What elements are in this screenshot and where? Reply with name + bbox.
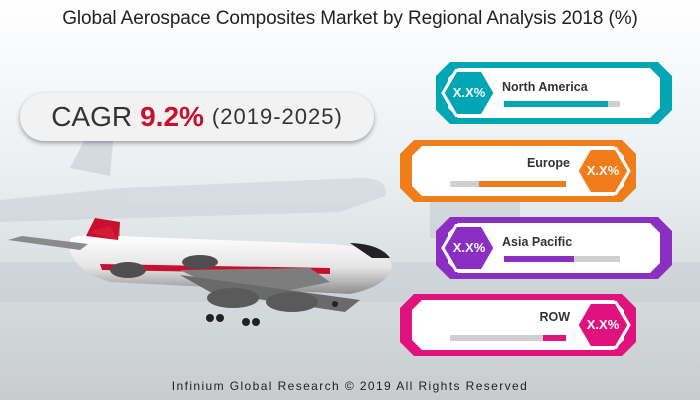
region-bar-fill-asia-pacific: [504, 256, 574, 262]
region-bar-fill-europe: [479, 181, 566, 187]
region-value-north-america: X.X%: [452, 85, 486, 100]
region-name-north-america: North America: [502, 80, 588, 94]
region-card-asia-pacific: X.X% Asia Pacific: [436, 217, 672, 279]
cagr-badge: CAGR 9.2% (2019-2025): [20, 93, 374, 141]
region-bar-asia-pacific: [504, 256, 620, 262]
region-bar-fill-row: [542, 335, 566, 341]
region-card-north-america: X.X% North America: [436, 62, 672, 124]
region-bar-row: [450, 335, 566, 341]
region-card-frame: [436, 217, 672, 279]
footer-copyright: Infinium Global Research © 2019 All Righ…: [171, 379, 529, 393]
region-bar-europe: [450, 181, 566, 187]
value-hexagon-asia-pacific: [441, 224, 497, 272]
cagr-label: CAGR: [51, 101, 133, 132]
value-hexagon-north-america: [441, 69, 497, 117]
region-card-europe: X.X% Europe: [400, 140, 636, 202]
region-value-europe: X.X%: [586, 163, 620, 178]
value-hexagon-row: [575, 301, 631, 349]
region-name-asia-pacific: Asia Pacific: [502, 235, 573, 249]
region-card-frame: [436, 62, 672, 124]
cagr-period: (2019-2025): [211, 104, 343, 129]
region-bar-fill-north-america: [504, 101, 609, 107]
value-hexagon-europe: [575, 147, 631, 195]
region-card-row: X.X% ROW: [400, 294, 636, 356]
airplane: [8, 218, 392, 326]
region-bar-north-america: [504, 101, 620, 107]
region-name-europe: Europe: [526, 156, 570, 170]
region-value-row: X.X%: [586, 317, 620, 332]
region-name-row: ROW: [539, 310, 570, 324]
chart-title: Global Aerospace Composites Market by Re…: [62, 8, 638, 29]
cagr-value: 9.2%: [140, 101, 204, 132]
region-value-asia-pacific: X.X%: [452, 240, 486, 255]
